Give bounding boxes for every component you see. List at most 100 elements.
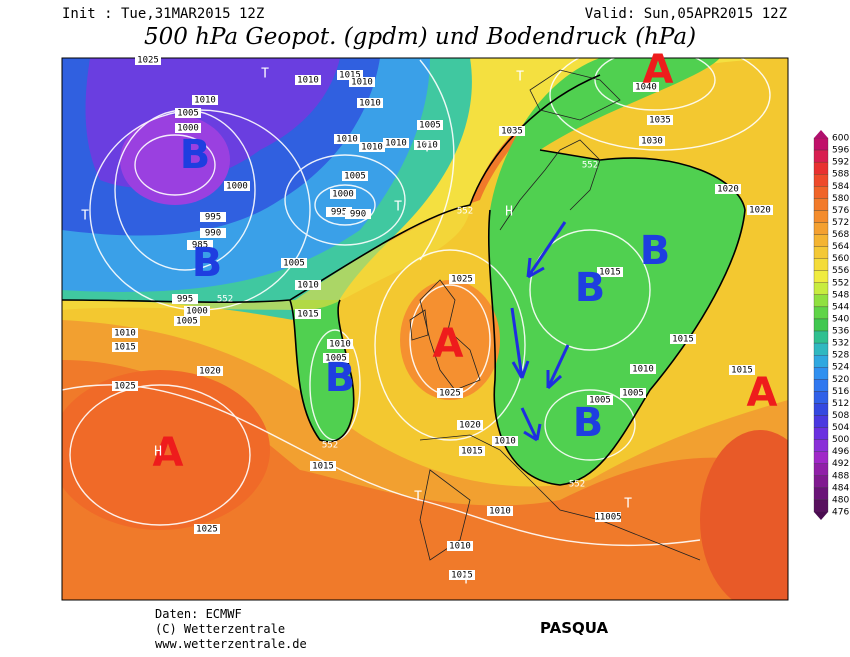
colorbar: 600 596 592 588 584 580 576 572 568 564 560 556 552 5… [813,130,849,520]
isobar-label-box [326,207,352,217]
isobar-label: 1010 [361,143,383,153]
colorbar-cell [813,463,829,476]
colorbar-cell [813,198,829,211]
isobar-label-box [342,171,368,181]
isobar-label: 1010 [329,340,351,350]
isobar-label: 1015 [731,366,753,376]
isobar-label: 1010 [385,139,407,149]
isobar-label-box [175,108,201,118]
isobar-label: 1015 [339,71,361,81]
isobar-label-box [310,461,336,471]
isobar-label: 1005 [589,396,611,406]
colorbar-label: 568 [832,230,849,240]
isobar-label: 1005 [419,121,441,131]
colorbar-label: 484 [832,483,849,493]
isobar-label: 1010 [351,78,373,88]
website: www.wetterzentrale.de [155,637,307,651]
isobar-label-box [224,181,250,191]
isobar-label: 990 [350,210,366,220]
isobar-label: 1025 [137,56,159,66]
isobar-label-box [194,524,220,534]
pressure-center-mark: T [81,209,89,224]
isobar-label: 1005 [622,389,644,399]
isobar-label-box [437,388,463,398]
isobar-label: 995 [331,208,347,218]
colorbar-cell [813,475,829,489]
colorbar-cell [813,306,829,320]
isobar-label: 1005 [283,259,305,269]
isobar-label-box [349,77,375,87]
low-pressure-label: B [640,228,671,274]
isobar-label-box [197,366,223,376]
isobar-label-box [487,506,513,516]
colorbar-label: 524 [832,363,849,373]
isobar-label: 1035 [649,116,671,126]
colorbar-cell [813,451,829,464]
colorbar-label: 532 [832,339,849,349]
colorbar-label: 536 [832,327,849,337]
isobar-label: 1020 [749,206,771,216]
isobar-label: 1020 [459,421,481,431]
isobar-label-box [323,353,349,363]
isobar-label: 1010 [416,141,438,151]
colorbar-label: 564 [832,242,849,252]
isobar-label: 995 [205,213,221,223]
isobar-label-box [729,365,755,375]
low-pressure-label: B [573,400,604,446]
colorbar-cell [813,499,829,513]
isobar-label-box [281,258,307,268]
colorbar-label: 480 [832,495,849,505]
isobar-label-box [383,138,409,148]
colorbar-label: 540 [832,314,849,324]
colorbar-label: 592 [832,158,849,168]
colorbar-label: 584 [832,182,849,192]
pressure-center-mark: T [516,70,524,85]
high-pressure-label: A [747,370,778,416]
high-pressure-label: A [433,321,464,367]
isobar-label: 1000 [226,182,248,192]
flow-arrows [510,221,570,442]
isobar-label-box [633,82,659,92]
init-time: Init : Tue,31MAR2015 12Z [62,6,264,22]
isobar-label-box [647,115,673,125]
colorbar-cell [813,234,829,247]
isobar-label-box [334,134,360,144]
isobar-label: 1025 [451,275,473,285]
isobar-label-box [449,570,475,580]
colorbar-cell [813,439,829,452]
colorbar-cell [813,379,829,392]
colorbar-cell [813,258,829,271]
isobar-label: 1020 [199,367,221,377]
pressure-center-mark: T [423,141,431,156]
isobar-label-box [620,388,646,398]
colorbar-cell [813,415,829,428]
colorbar-label: 552 [832,278,849,288]
colorbar-label: 504 [832,423,849,433]
isobar-label: 995 [177,295,193,305]
author: PASQUA [540,619,608,637]
colorbar-label: 508 [832,411,849,421]
isobar-label: 1025 [439,389,461,399]
isobar-label-box [417,120,443,130]
isobar-label-box [449,274,475,284]
high-pressure-label: A [643,47,674,93]
isobar-label: 1015 [297,310,319,320]
colorbar-label: 476 [832,508,849,518]
colorbar-label: 512 [832,399,849,409]
pressure-center-mark: T [394,200,402,215]
isobar-label: 990 [205,229,221,239]
pressure-center-mark: H [505,205,513,220]
isobar-label-box [200,212,226,222]
isobar-label: 1010 [194,96,216,106]
isobar-label: 1040 [635,83,657,93]
isobar-label-box [187,240,213,250]
isobar-label-box [715,184,741,194]
isobar-label-box [192,95,218,105]
isobar-label: 1010 [297,281,319,291]
colorbar-cap [814,130,828,138]
low-pressure-label: B [192,240,223,286]
colorbar-cell [813,294,829,308]
pressure-center-mark: T [462,573,470,588]
colorbar-cell [813,330,829,344]
colorbar-cell [813,161,829,175]
